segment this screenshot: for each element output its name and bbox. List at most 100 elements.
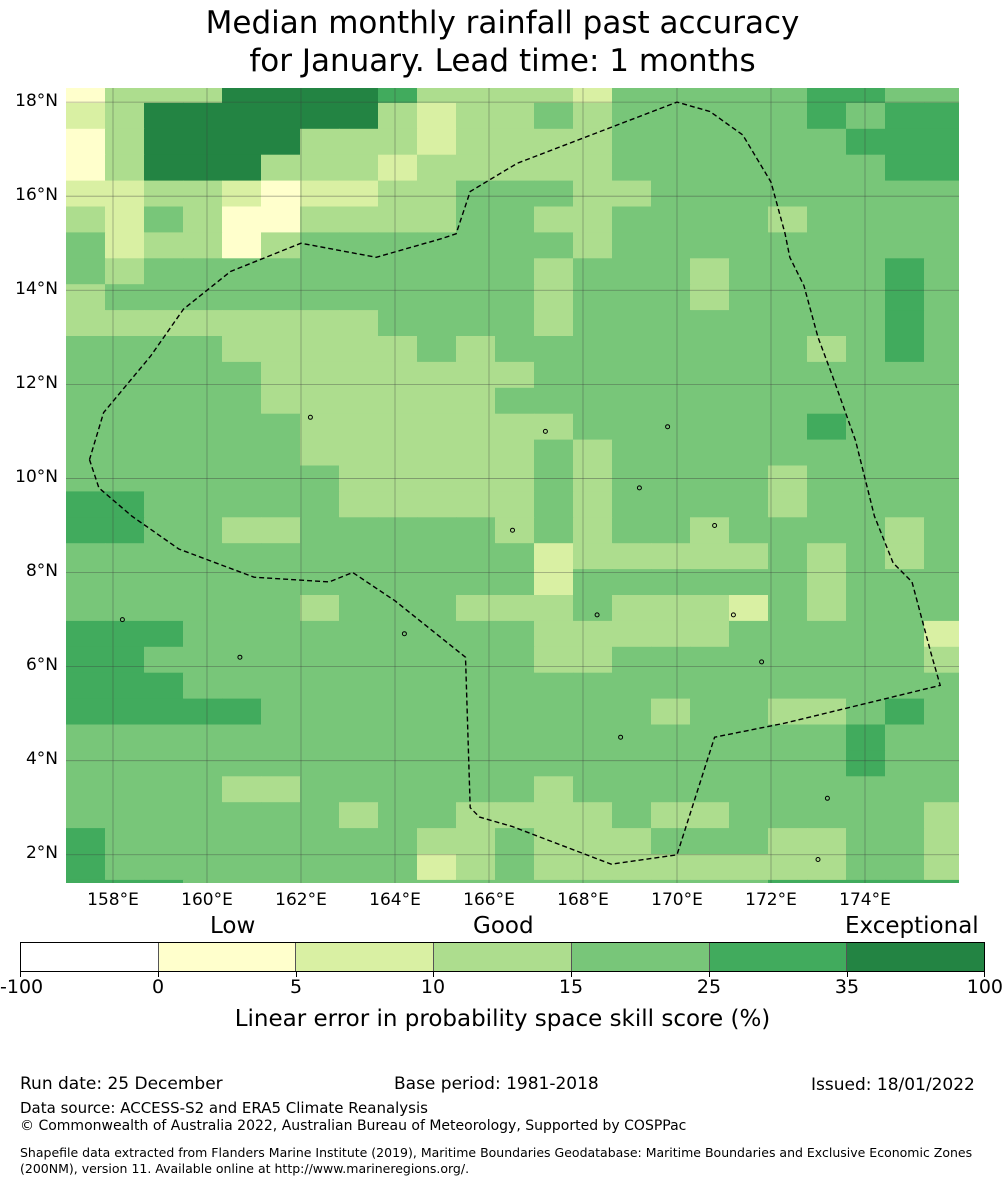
skill-cell — [456, 879, 496, 883]
skill-cell — [534, 465, 574, 492]
skill-cell — [222, 802, 262, 829]
skill-cell — [222, 180, 262, 208]
skill-cell — [495, 232, 535, 259]
skill-cell — [66, 180, 106, 208]
skill-cell — [495, 258, 535, 285]
skill-cell — [768, 413, 808, 441]
skill-cell — [183, 128, 223, 156]
skill-cell — [651, 854, 691, 881]
skill-cell — [885, 387, 925, 415]
skill-cell — [651, 465, 691, 492]
skill-cell — [924, 128, 959, 156]
skill-cell — [846, 88, 886, 104]
skill-cell — [183, 206, 223, 233]
skill-cell — [144, 776, 184, 803]
skill-cell — [300, 284, 340, 311]
skill-cell — [417, 854, 457, 881]
skill-cell — [807, 595, 847, 622]
skill-cell — [300, 88, 340, 104]
skill-cell — [144, 750, 184, 777]
skill-cell — [612, 180, 652, 208]
skill-cell — [144, 828, 184, 855]
skill-cell — [924, 620, 959, 648]
skill-cell — [885, 102, 925, 130]
skill-cell — [690, 569, 730, 596]
skill-cell — [66, 439, 106, 467]
skill-cell — [729, 491, 769, 518]
skill-cell — [573, 543, 613, 570]
skill-cell — [729, 776, 769, 803]
skill-cell — [66, 828, 106, 855]
skill-cell — [534, 284, 574, 311]
skill-cell — [66, 491, 106, 518]
skill-cell — [417, 724, 457, 751]
skill-cell — [261, 854, 301, 881]
skill-cell — [885, 595, 925, 622]
skill-cell — [885, 361, 925, 389]
skill-cell — [144, 128, 184, 156]
skill-cell — [222, 128, 262, 156]
skill-cell — [417, 284, 457, 311]
skill-cell — [456, 102, 496, 130]
lon-label-174e: 174°E — [839, 890, 891, 910]
skill-cell — [690, 465, 730, 492]
skill-cell — [846, 154, 886, 182]
skill-cell — [768, 517, 808, 544]
skill-cell — [846, 128, 886, 156]
skill-cell — [66, 517, 106, 544]
skill-cell — [807, 413, 847, 441]
skill-cell — [690, 439, 730, 467]
skill-cell — [612, 232, 652, 259]
skill-cell — [885, 517, 925, 544]
skill-cell — [729, 569, 769, 596]
skill-cell — [846, 569, 886, 596]
skill-cell — [300, 646, 340, 674]
skill-cell — [651, 879, 691, 883]
skill-cell — [768, 620, 808, 648]
skill-cell — [534, 180, 574, 208]
skill-cell — [417, 336, 457, 363]
colorbar-word-exceptional: Exceptional — [845, 913, 979, 939]
skill-cell — [651, 672, 691, 700]
skill-cell — [885, 854, 925, 881]
skill-cell — [768, 802, 808, 829]
skill-cell — [144, 258, 184, 285]
colorbar-tick-label: 10 — [420, 976, 446, 998]
colorbar-tick-label: 15 — [558, 976, 584, 998]
colorbar-tick — [847, 972, 848, 977]
skill-cell — [534, 336, 574, 363]
skill-cell — [339, 310, 379, 337]
skill-cell — [768, 336, 808, 363]
skill-cell — [612, 284, 652, 311]
skill-cell — [417, 543, 457, 570]
skill-cell — [768, 543, 808, 570]
colorbar-tick-label: 35 — [834, 976, 860, 998]
skill-cell — [378, 646, 418, 674]
skill-cell — [846, 206, 886, 233]
skill-cell — [885, 543, 925, 570]
colorbar-segment — [847, 943, 985, 971]
skill-cell — [690, 310, 730, 337]
skill-cell — [456, 88, 496, 104]
skill-cell — [222, 361, 262, 389]
skill-cell — [651, 284, 691, 311]
skill-cell — [222, 828, 262, 855]
skill-cell — [222, 646, 262, 674]
skill-cell — [105, 180, 145, 208]
skill-cell — [690, 595, 730, 622]
chart-title-line1: Median monthly rainfall past accuracy — [205, 5, 800, 41]
skill-cell — [300, 465, 340, 492]
skill-cell — [183, 310, 223, 337]
skill-cell — [105, 750, 145, 777]
skill-cell — [144, 310, 184, 337]
skill-cell — [651, 336, 691, 363]
skill-cell — [183, 802, 223, 829]
skill-cell — [768, 569, 808, 596]
island-outline — [542, 428, 548, 434]
skill-cell — [378, 413, 418, 441]
skill-cell — [690, 387, 730, 415]
skill-cell — [885, 310, 925, 337]
skill-cell — [456, 517, 496, 544]
skill-cell — [456, 724, 496, 751]
lat-label-16n: 16°N — [15, 185, 58, 205]
